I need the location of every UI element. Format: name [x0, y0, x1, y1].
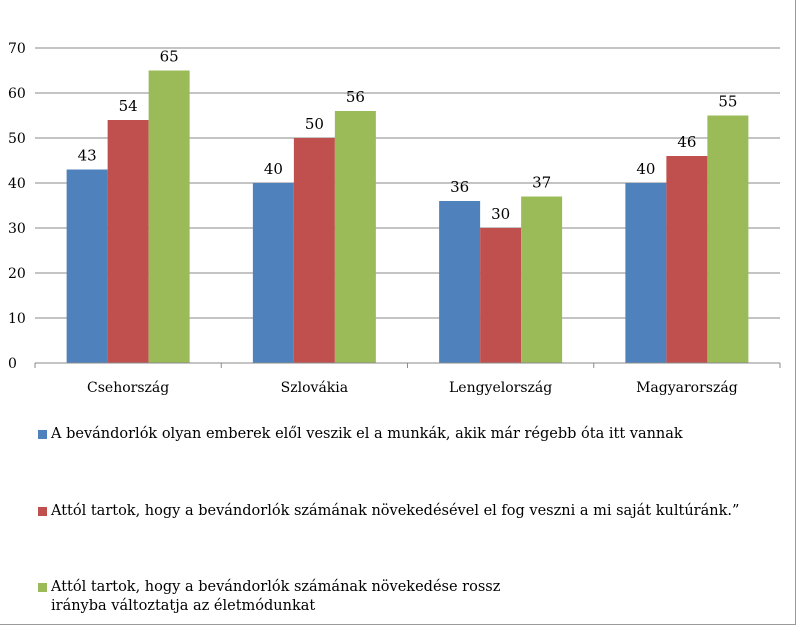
data-label: 56	[346, 88, 365, 106]
y-tick-label: 50	[8, 131, 26, 147]
x-tick-label: Csehország	[87, 380, 169, 396]
data-label: 30	[491, 205, 510, 223]
y-axis-ticks: 0 10 20 30 40 50 60 70	[8, 41, 26, 372]
legend-item-series-3: Attól tartok, hogy a bevándorlók számána…	[38, 578, 558, 616]
bar	[666, 156, 708, 363]
x-tick-label: Magyarország	[636, 380, 738, 396]
legend-swatch-green	[38, 583, 47, 592]
y-tick-label: 30	[8, 221, 26, 237]
data-label: 55	[718, 93, 737, 111]
y-tick-label: 10	[8, 311, 26, 327]
legend-item-series-1: A bevándorlók olyan emberek elől veszik …	[38, 425, 683, 444]
legend-label: A bevándorlók olyan emberek elől veszik …	[51, 426, 683, 442]
bar	[480, 228, 522, 363]
legend-item-series-2: Attól tartok, hogy a bevándorlók számána…	[38, 502, 739, 521]
data-label: 65	[160, 48, 179, 66]
bar	[625, 183, 667, 363]
data-label: 37	[532, 174, 551, 192]
bar	[439, 201, 481, 363]
y-tick-label: 20	[8, 266, 26, 282]
bar	[66, 169, 108, 363]
data-label: 54	[119, 97, 138, 115]
legend-swatch-blue	[38, 430, 47, 439]
x-axis-ticks: Csehország Szlovákia Lengyelország Magyaror…	[34, 363, 781, 396]
x-tick-label: Lengyelország	[449, 380, 552, 396]
legend-label: Attól tartok, hogy a bevándorlók számána…	[51, 579, 501, 614]
y-tick-label: 60	[8, 86, 26, 102]
data-label: 50	[305, 115, 324, 133]
x-tick-label: Szlovákia	[281, 380, 348, 396]
bar	[293, 138, 335, 363]
data-label: 40	[264, 160, 283, 178]
data-label: 36	[450, 178, 469, 196]
data-labels: 43 54 65 40 50 56 36 30 37 40 46 55	[78, 48, 738, 224]
bar	[521, 196, 563, 363]
bars	[66, 70, 749, 363]
data-label: 46	[677, 133, 696, 151]
legend-swatch-red	[38, 507, 47, 516]
legend-label: Attól tartok, hogy a bevándorlók számána…	[51, 503, 740, 519]
bar	[107, 120, 149, 363]
y-tick-label: 0	[8, 356, 17, 372]
bar	[334, 111, 376, 363]
bar	[707, 115, 749, 363]
bar	[252, 183, 294, 363]
bar	[148, 70, 190, 363]
bar-chart: 0 10 20 30 40 50 60 70 43 54 65 40 50 56 36 30 37 40 46 55…	[8, 41, 781, 396]
data-label: 40	[636, 160, 655, 178]
y-tick-label: 70	[8, 41, 26, 57]
y-tick-label: 40	[8, 176, 26, 192]
data-label: 43	[78, 147, 97, 165]
